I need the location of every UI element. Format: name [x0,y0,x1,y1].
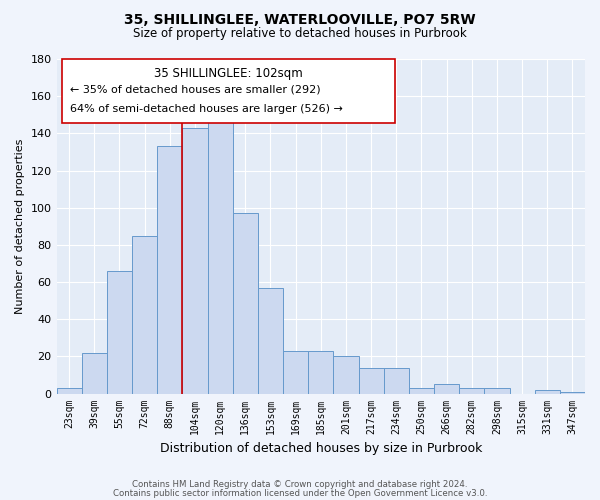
Bar [434,384,459,394]
Bar [484,388,509,394]
Text: ← 35% of detached houses are smaller (292): ← 35% of detached houses are smaller (29… [70,84,320,94]
Text: 64% of semi-detached houses are larger (526) →: 64% of semi-detached houses are larger (… [70,104,343,114]
Bar [233,214,258,394]
Bar [132,236,157,394]
Bar [157,146,182,394]
Bar [383,368,409,394]
Bar [308,351,334,394]
Text: 35, SHILLINGLEE, WATERLOOVILLE, PO7 5RW: 35, SHILLINGLEE, WATERLOOVILLE, PO7 5RW [124,12,476,26]
Bar [182,128,208,394]
Bar [208,115,233,394]
Bar [459,388,484,394]
Bar [82,352,107,394]
Text: 35 SHILLINGLEE: 102sqm: 35 SHILLINGLEE: 102sqm [154,68,302,80]
Text: Contains public sector information licensed under the Open Government Licence v3: Contains public sector information licen… [113,489,487,498]
Bar [535,390,560,394]
Bar [56,388,82,394]
Bar [359,368,383,394]
Bar [258,288,283,394]
Bar [334,356,359,394]
X-axis label: Distribution of detached houses by size in Purbrook: Distribution of detached houses by size … [160,442,482,455]
Text: Contains HM Land Registry data © Crown copyright and database right 2024.: Contains HM Land Registry data © Crown c… [132,480,468,489]
Y-axis label: Number of detached properties: Number of detached properties [15,138,25,314]
FancyBboxPatch shape [62,59,395,122]
Bar [283,351,308,394]
Bar [409,388,434,394]
Bar [560,392,585,394]
Bar [107,271,132,394]
Text: Size of property relative to detached houses in Purbrook: Size of property relative to detached ho… [133,28,467,40]
